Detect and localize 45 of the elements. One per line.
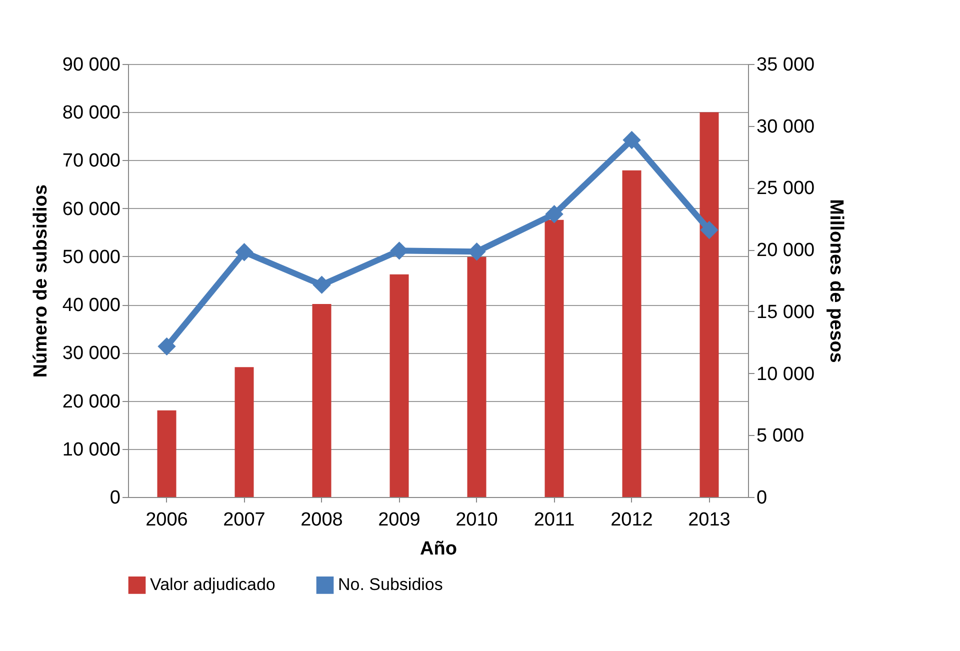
y-tick-label: 60 000 [62,198,120,220]
x-tick-label: 2011 [534,510,575,530]
x-tick-label: 2008 [300,510,343,530]
x-tick-label: 2010 [456,510,498,530]
legend-label: Valor adjudicado [150,575,276,594]
bar [234,367,254,497]
x-tick-label: 2006 [146,510,188,530]
y2-tick-label: 10 000 [756,364,815,385]
x-tick-label: 2007 [223,510,266,530]
y-tick-label: 80 000 [62,102,120,124]
x-tick-label: 2012 [610,510,653,530]
y2-axis-title: Millones de pesos [826,199,847,363]
y-tick-label: 10 000 [62,439,120,460]
y-tick-label: 30 000 [62,343,120,364]
bar [544,220,564,497]
y2-tick-label: 5 000 [756,426,804,447]
y-tick-label: 70 000 [62,150,120,172]
point [312,276,331,294]
point [545,205,564,224]
y2-tick-label: 25 000 [756,178,815,200]
point [700,220,718,240]
point [235,243,254,262]
bar [390,274,409,497]
bar [157,410,176,497]
y2-tick-label: 35 000 [756,54,815,76]
point [158,337,176,356]
y-tick-label: 40 000 [62,295,120,316]
x-tick-label: 2013 [688,510,730,530]
legend-label: No. Subsidios [338,575,443,594]
y-tick-label: 20 000 [62,391,120,412]
bar [700,112,719,497]
point [622,130,641,150]
bar [467,256,486,497]
y-tick-label: 90 000 [62,54,120,76]
y2-tick-label: 20 000 [756,240,815,262]
y-axis-title: Número de subsidios [30,184,52,378]
bar [312,304,332,497]
y2-tick-label: 30 000 [756,116,815,138]
y-tick-label: 0 [110,488,120,508]
x-axis-title: Año [420,538,457,560]
y-tick-label: 50 000 [62,246,120,268]
bar [622,170,642,497]
x-tick-label: 2009 [378,510,420,530]
y2-tick-label: 15 000 [756,302,815,323]
y2-tick-label: 0 [756,488,768,508]
